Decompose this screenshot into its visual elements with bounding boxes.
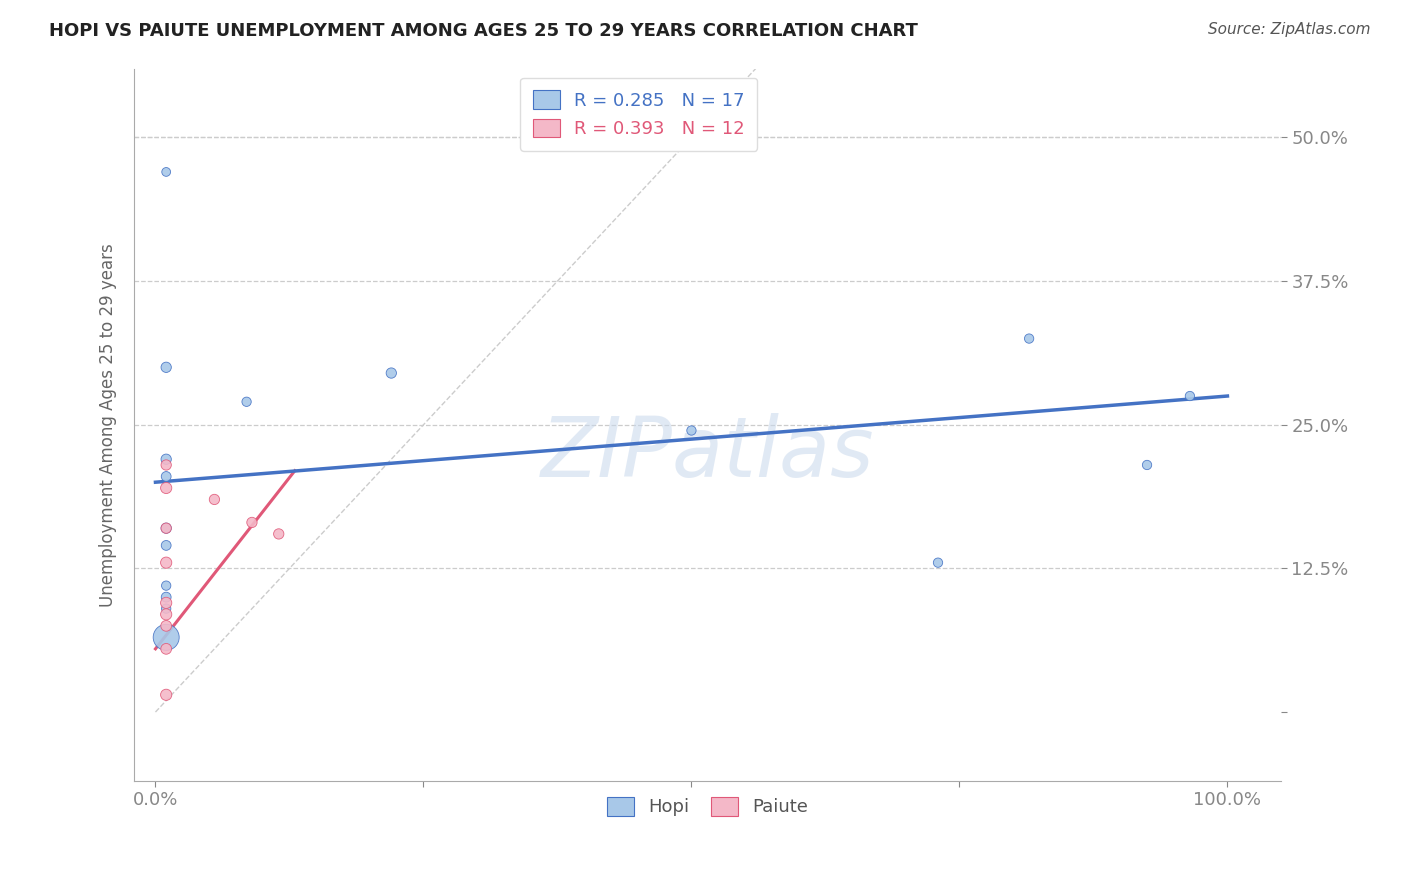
Point: [267, 527, 290, 541]
Point: [155, 521, 177, 535]
Point: [155, 538, 177, 552]
Point: [155, 458, 177, 472]
Point: [155, 607, 177, 622]
Point: [204, 492, 226, 507]
Text: ZIPatlas: ZIPatlas: [541, 413, 875, 494]
Point: [235, 394, 257, 409]
Legend: Hopi, Paiute: Hopi, Paiute: [598, 788, 817, 825]
Point: [380, 366, 402, 380]
Point: [1136, 458, 1159, 472]
Point: [681, 424, 703, 438]
Point: [155, 360, 177, 375]
Point: [155, 596, 177, 610]
Point: [155, 165, 177, 179]
Text: HOPI VS PAIUTE UNEMPLOYMENT AMONG AGES 25 TO 29 YEARS CORRELATION CHART: HOPI VS PAIUTE UNEMPLOYMENT AMONG AGES 2…: [49, 22, 918, 40]
Point: [155, 631, 177, 645]
Point: [155, 619, 177, 633]
Point: [1178, 389, 1201, 403]
Point: [155, 452, 177, 467]
Y-axis label: Unemployment Among Ages 25 to 29 years: Unemployment Among Ages 25 to 29 years: [100, 243, 117, 607]
Point: [155, 556, 177, 570]
Point: [155, 469, 177, 483]
Point: [155, 590, 177, 604]
Point: [240, 516, 263, 530]
Point: [155, 521, 177, 535]
Point: [155, 481, 177, 495]
Text: Source: ZipAtlas.com: Source: ZipAtlas.com: [1208, 22, 1371, 37]
Point: [155, 688, 177, 702]
Point: [155, 579, 177, 593]
Point: [155, 601, 177, 615]
Point: [155, 641, 177, 656]
Point: [927, 556, 949, 570]
Point: [1018, 332, 1040, 346]
